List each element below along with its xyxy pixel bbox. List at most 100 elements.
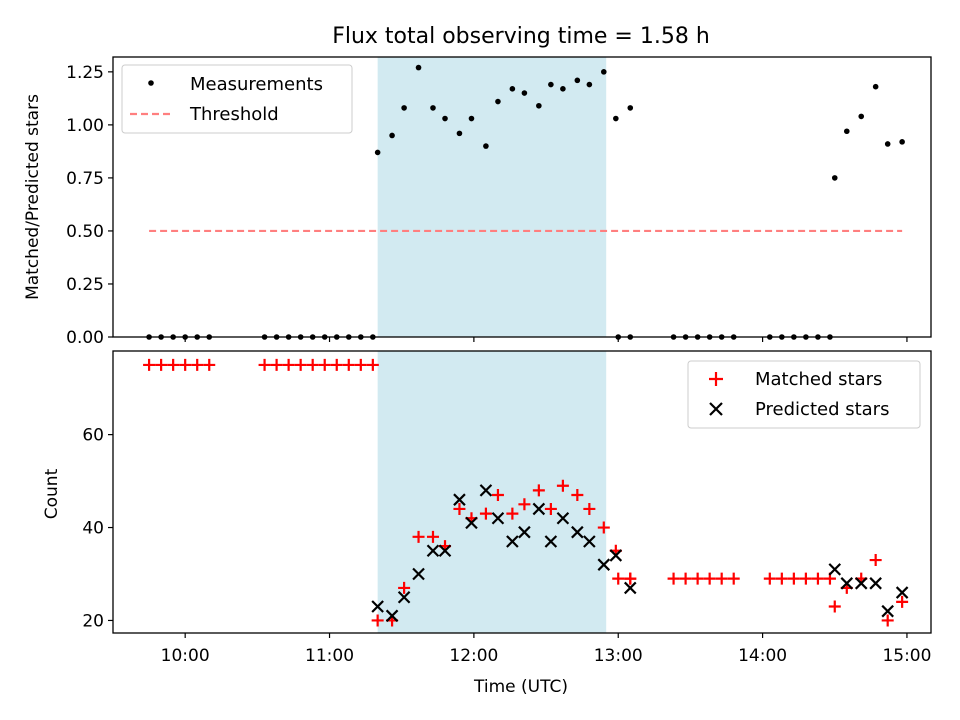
matched-stars-point	[453, 502, 466, 515]
matched-stars-point	[544, 502, 557, 515]
matched-stars-point	[191, 358, 204, 371]
measurements-point	[548, 81, 554, 88]
matched-stars-point	[667, 572, 680, 585]
matched-stars-point	[306, 358, 319, 371]
predicted-stars-point	[397, 590, 411, 604]
matched-stars-point	[354, 358, 367, 371]
matched-stars-point	[727, 572, 740, 585]
measurements-point	[560, 86, 566, 92]
measurements-point	[261, 334, 268, 340]
legend-predicted-marker	[709, 402, 723, 416]
bottom-ytick-label: 60	[82, 426, 104, 446]
measurements-point	[309, 334, 316, 340]
predicted-stars-point	[556, 511, 570, 525]
measurements-point	[767, 334, 773, 340]
predicted-stars-point	[412, 567, 425, 581]
matched-stars-point	[881, 614, 894, 627]
measurements-point	[321, 334, 328, 340]
matched-stars-point	[799, 572, 812, 585]
bottom-ylabel: Count	[42, 468, 62, 519]
measurements-point	[831, 175, 838, 181]
measurements-point	[574, 77, 581, 84]
top-ytick-label: 0.25	[66, 275, 104, 295]
bottom-axes-frame	[112, 350, 932, 634]
measurements-point	[285, 334, 292, 340]
matched-stars-point	[342, 358, 355, 371]
measurements-point	[899, 139, 905, 145]
matched-stars-point	[896, 595, 909, 608]
predicted-stars-point	[371, 600, 384, 613]
predicted-stars-point	[544, 535, 558, 548]
top-ytick-label: 0.00	[66, 328, 104, 348]
bottom-xtick-label: 13:00	[594, 646, 643, 666]
top-axes-frame	[112, 56, 932, 338]
matched-stars-point	[624, 572, 637, 585]
bottom-xtick-label: 12:00	[449, 646, 498, 666]
matched-stars-point	[703, 572, 716, 585]
measurements-point	[430, 105, 436, 111]
measurements-point	[374, 149, 381, 156]
matched-stars-point	[715, 572, 728, 585]
measurements-point	[483, 143, 489, 149]
measurements-point	[682, 334, 689, 340]
bottom-legend-box	[687, 360, 921, 429]
measurements-point	[370, 334, 376, 340]
measurements-point	[158, 334, 164, 340]
matched-stars-point	[426, 530, 439, 543]
top-ytick-label: 1.25	[66, 63, 104, 83]
predicted-stars-point	[869, 577, 882, 590]
bottom-xtick-label: 14:00	[738, 646, 787, 666]
legend-threshold-label: Threshold	[189, 104, 279, 125]
bottom-xlabel: Time (UTC)	[473, 677, 568, 697]
bottom-xtick-label: 10:00	[161, 646, 210, 666]
measurements-point	[442, 115, 448, 122]
legend-measurements-marker	[148, 80, 154, 86]
measurements-point	[401, 105, 407, 111]
measurements-point	[670, 334, 677, 340]
matched-stars-point	[412, 530, 425, 543]
matched-stars-point	[532, 484, 545, 497]
predicted-stars-point	[479, 484, 493, 497]
matched-stars-point	[828, 600, 841, 613]
measurements-point	[730, 334, 737, 340]
legend-predicted-label: Predicted stars	[755, 399, 889, 420]
bottom-shaded-interval	[377, 351, 607, 633]
matched-stars-point	[371, 614, 384, 627]
predicted-stars-point	[840, 577, 854, 590]
legend-matched-marker	[709, 372, 723, 386]
measurements-point	[718, 334, 725, 340]
bottom-ytick-label: 40	[82, 519, 104, 539]
predicted-stars-point	[623, 581, 637, 595]
predicted-stars-point	[597, 558, 611, 571]
measurements-point	[586, 81, 593, 88]
measurements-point	[170, 334, 176, 340]
measurements-point	[706, 334, 713, 340]
predicted-stars-point	[385, 609, 399, 623]
measurements-point	[858, 113, 865, 120]
measurements-point	[803, 334, 809, 340]
matched-stars-point	[318, 358, 331, 371]
measurements-point	[872, 83, 879, 90]
measurements-point	[627, 334, 634, 340]
measurements-point	[627, 105, 634, 111]
measurements-point	[495, 98, 501, 105]
matched-stars-point	[775, 572, 788, 585]
predicted-stars-point	[854, 577, 868, 590]
matched-stars-point	[294, 358, 307, 371]
matched-stars-point	[330, 358, 343, 371]
bottom-ytick-label: 20	[82, 611, 104, 631]
predicted-stars-point	[491, 511, 505, 525]
measurements-point	[333, 334, 340, 340]
predicted-stars-point	[453, 493, 466, 506]
top-panel: Matched/Predicted stars 0.00 0.25 0.50 0.75…	[23, 56, 932, 348]
measurements-point	[456, 130, 463, 137]
matched-stars-point	[366, 358, 379, 371]
measurements-point	[791, 334, 797, 340]
bottom-xtick-label: 11:00	[305, 646, 354, 666]
predicted-stars-point	[506, 535, 519, 548]
predicted-stars-point	[895, 586, 909, 599]
matched-stars-point	[763, 572, 776, 585]
matched-stars-point	[679, 572, 692, 585]
measurements-point	[536, 102, 542, 109]
